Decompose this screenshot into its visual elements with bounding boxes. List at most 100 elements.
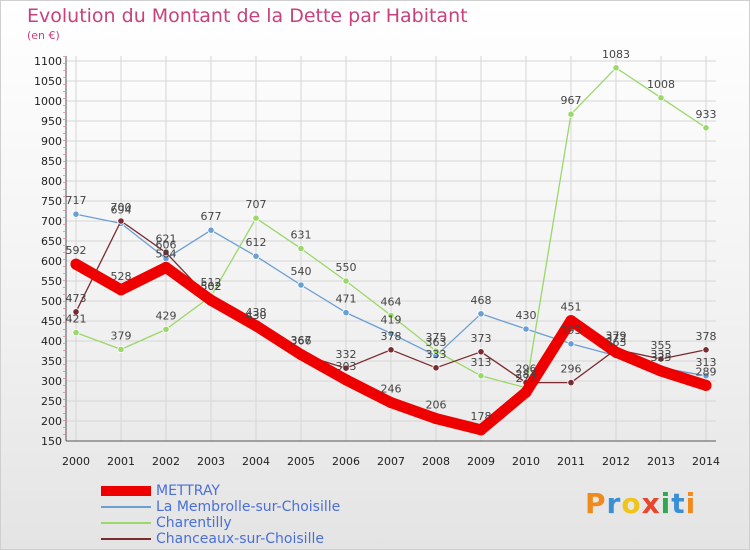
- data-label: 325: [651, 351, 672, 364]
- data-label: 468: [471, 294, 492, 307]
- line-chart: 150 200 250 300 350 400 450 500 550 600 650 700 750 8…: [34, 48, 720, 468]
- data-point: [567, 378, 575, 387]
- data-label: 967: [561, 94, 582, 107]
- y-tick-label: 250: [41, 395, 62, 408]
- y-tick-label: 1100: [34, 55, 62, 68]
- data-point: [385, 397, 397, 409]
- data-label: 393: [561, 324, 582, 337]
- y-tick-label: 450: [41, 315, 62, 328]
- data-label: 303: [336, 360, 357, 373]
- data-point: [342, 308, 350, 317]
- data-label: 366: [291, 335, 312, 348]
- data-label-layer: 7176946066776125404714193634684303933633…: [66, 48, 717, 423]
- legend-label: Chanceaux-sur-Choisille: [156, 531, 324, 547]
- x-tick-label: 2006: [332, 455, 360, 468]
- legend-swatch: [101, 522, 151, 524]
- x-tick-label: 2000: [62, 455, 90, 468]
- data-point: [702, 124, 710, 132]
- data-label: 206: [426, 399, 447, 412]
- data-label: 933: [696, 108, 717, 121]
- data-point: [252, 214, 260, 222]
- legend-label: Charentilly: [156, 515, 232, 531]
- data-label: 178: [471, 410, 492, 423]
- chart-title: Evolution du Montant de la Dette par Hab…: [27, 5, 468, 27]
- data-point: [657, 94, 665, 102]
- data-label: 584: [156, 247, 177, 260]
- y-tick-label: 950: [41, 115, 62, 128]
- data-point: [162, 249, 170, 257]
- data-label: 606: [156, 239, 177, 252]
- y-tick-label: 550: [41, 275, 62, 288]
- data-label: 296: [516, 363, 537, 376]
- data-point: [295, 349, 307, 361]
- data-point: [475, 424, 487, 436]
- data-point: [72, 328, 80, 337]
- logo-letter: r: [606, 487, 622, 520]
- data-label: 313: [471, 356, 492, 369]
- y-tick-label: 1000: [34, 95, 62, 108]
- data-label: 289: [696, 365, 717, 378]
- data-point: [567, 110, 575, 118]
- data-label: 367: [291, 334, 312, 347]
- data-point: [655, 365, 667, 377]
- data-point: [477, 372, 485, 380]
- logo-letter: i: [660, 487, 672, 520]
- y-tick-label: 850: [41, 155, 62, 168]
- data-label: 540: [291, 265, 312, 278]
- data-label: 430: [246, 309, 267, 322]
- data-label: 375: [426, 331, 447, 344]
- logo-letter: x: [641, 487, 661, 520]
- data-point: [610, 346, 622, 358]
- data-point: [387, 329, 395, 337]
- x-tick-label: 2009: [467, 455, 495, 468]
- data-label: 464: [381, 295, 402, 308]
- data-point: [250, 320, 262, 332]
- x-tick-label: 2001: [107, 455, 135, 468]
- data-point: [72, 308, 80, 316]
- x-tick-label: 2007: [377, 455, 405, 468]
- data-label: 419: [381, 313, 402, 326]
- data-label: 373: [471, 332, 492, 345]
- y-tick-label: 400: [41, 335, 62, 348]
- data-label: 363: [426, 336, 447, 349]
- data-label: 528: [111, 270, 132, 283]
- data-label: 502: [201, 280, 222, 293]
- y-tick-label: 500: [41, 295, 62, 308]
- data-label: 550: [336, 261, 357, 274]
- data-label: 355: [651, 339, 672, 352]
- data-label: 378: [696, 330, 717, 343]
- unit-label: (en €): [27, 29, 60, 42]
- y-tick-label: 900: [41, 135, 62, 148]
- data-label: 438: [246, 306, 267, 319]
- data-label: 378: [381, 330, 402, 343]
- x-tick-label: 2002: [152, 455, 180, 468]
- data-point: [567, 340, 575, 348]
- y-tick-label: 600: [41, 255, 62, 268]
- data-point: [117, 345, 125, 353]
- data-point: [612, 64, 620, 72]
- data-label: 421: [66, 313, 87, 326]
- data-label: 313: [696, 356, 717, 369]
- legend-swatch: [101, 486, 151, 496]
- x-tick-label: 2013: [647, 455, 675, 468]
- data-point: [252, 252, 260, 260]
- data-point: [522, 325, 530, 333]
- data-point: [115, 284, 127, 296]
- data-label: 512: [201, 276, 222, 289]
- x-tick-label: 2014: [692, 455, 720, 468]
- data-label: 717: [66, 194, 87, 207]
- data-label: 372: [606, 332, 627, 345]
- data-label: 592: [66, 244, 87, 257]
- data-label: 502: [201, 280, 222, 293]
- data-point: [340, 374, 352, 386]
- axis-layer: 150 200 250 300 350 400 450 500 550 600 650 700 750 8…: [34, 55, 720, 468]
- data-label: 1083: [602, 48, 630, 61]
- data-point: [387, 311, 395, 319]
- data-point: [700, 379, 712, 391]
- y-tick-label: 350: [41, 355, 62, 368]
- data-point: [342, 277, 350, 285]
- data-point: [477, 310, 485, 318]
- proxiti-logo: Proxiti: [585, 487, 696, 520]
- data-point: [70, 258, 82, 270]
- data-point: [432, 347, 440, 355]
